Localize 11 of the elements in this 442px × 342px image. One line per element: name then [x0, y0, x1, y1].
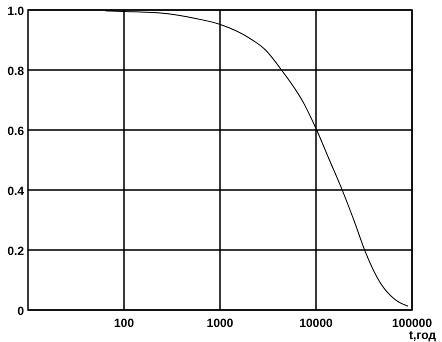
- y-tick-label: 1.0: [7, 4, 24, 18]
- x-tick-label: 1000: [206, 316, 234, 330]
- x-tick-label: 100000: [392, 316, 432, 330]
- y-tick-label: 0.2: [7, 244, 24, 258]
- x-axis-title: t,год: [409, 328, 436, 342]
- y-tick-label: 0.8: [7, 64, 24, 78]
- y-tick-label: 0.6: [7, 124, 24, 138]
- y-tick-label: 0.4: [7, 184, 24, 198]
- y-tick-label: 0: [17, 304, 24, 318]
- x-tick-label: 100: [114, 316, 134, 330]
- x-tick-label: 10000: [299, 316, 334, 330]
